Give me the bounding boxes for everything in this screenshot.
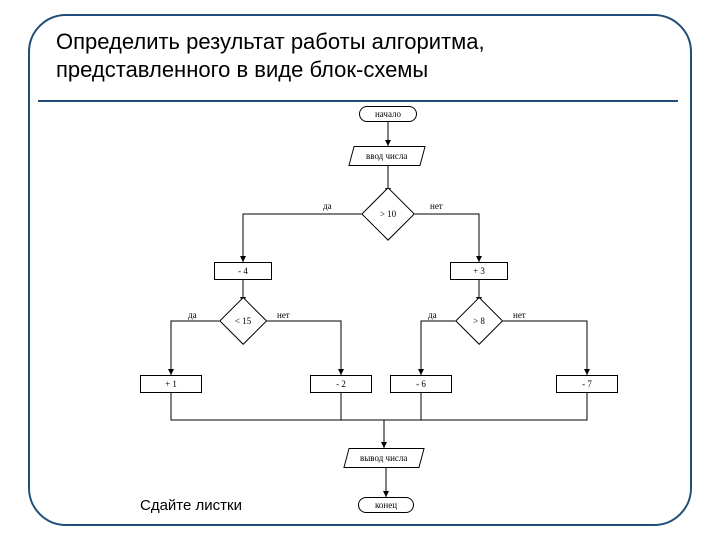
node-label: > 10	[365, 194, 411, 234]
node-label: < 15	[222, 303, 264, 339]
edge	[171, 393, 384, 420]
slide: Определить результат работы алгоритма, п…	[0, 0, 720, 540]
node-output: вывод числа	[343, 448, 424, 468]
edge	[384, 393, 421, 420]
edge-label: да	[188, 310, 197, 320]
edge	[341, 393, 384, 420]
node-p_plus3: + 3	[450, 262, 508, 280]
edge	[411, 214, 479, 262]
edge-label: нет	[277, 310, 290, 320]
node-p_minus6: - 6	[390, 375, 452, 393]
edge	[243, 214, 365, 262]
edge	[500, 321, 587, 375]
node-d3: > 8	[458, 303, 500, 339]
node-p_plus1: + 1	[140, 375, 202, 393]
node-input: ввод числа	[348, 146, 425, 166]
edge-label: нет	[430, 201, 443, 211]
edge	[171, 321, 222, 375]
title-underline	[38, 100, 678, 102]
node-start: начало	[359, 106, 417, 122]
node-end: конец	[358, 497, 414, 513]
edge-label: да	[428, 310, 437, 320]
slide-title: Определить результат работы алгоритма, п…	[56, 28, 656, 83]
node-p_minus7: - 7	[556, 375, 618, 393]
node-d1: > 10	[365, 194, 411, 234]
node-label: > 8	[458, 303, 500, 339]
edge	[264, 321, 341, 375]
node-p_minus2: - 2	[310, 375, 372, 393]
node-d2: < 15	[222, 303, 264, 339]
edge	[421, 321, 458, 375]
footer-text: Сдайте листки	[140, 497, 242, 514]
edge	[384, 393, 587, 420]
flowchart-diagram: началоввод числа> 10- 4+ 3< 15> 8+ 1- 2-…	[110, 104, 630, 524]
edge-label: нет	[513, 310, 526, 320]
node-p_minus4: - 4	[214, 262, 272, 280]
edge-label: да	[323, 201, 332, 211]
